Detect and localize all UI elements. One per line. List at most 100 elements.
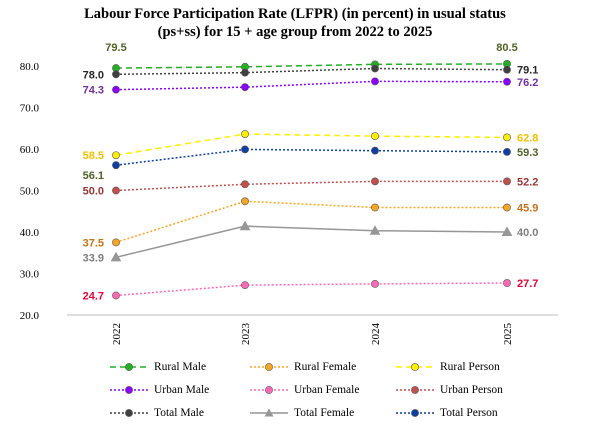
total-male-point xyxy=(112,70,120,79)
x-tick-label: 2022 xyxy=(111,323,123,345)
legend-swatch xyxy=(396,386,434,394)
urban-female-point xyxy=(503,279,511,287)
x-tick-label: 2025 xyxy=(502,323,514,346)
total-person-line xyxy=(115,148,508,166)
legend-item-urban-female: Urban Female xyxy=(248,379,359,401)
y-tick-label: 30.0 xyxy=(20,269,40,281)
total-person-point xyxy=(503,148,511,156)
rural-person-point xyxy=(112,151,120,160)
total-person-data-label: 56.1 xyxy=(83,170,104,182)
rural-female-point xyxy=(371,203,379,212)
rural-person-point xyxy=(241,130,249,138)
urban-male-line xyxy=(115,80,508,91)
y-tick-label: 70.0 xyxy=(20,103,40,115)
urban-person-point xyxy=(112,186,120,195)
legend-swatch xyxy=(396,363,434,371)
urban-male-point xyxy=(503,77,511,86)
rural-female-data-label: 45.9 xyxy=(517,203,538,215)
legend-label: Urban Female xyxy=(294,384,360,396)
total-female-line xyxy=(115,225,508,259)
urban-female-point xyxy=(371,279,379,288)
urban-male-point xyxy=(241,83,249,92)
total-person-point xyxy=(112,161,120,170)
urban-person-point xyxy=(241,180,249,189)
rural-person-point xyxy=(503,133,511,142)
legend-label: Total Person xyxy=(440,407,498,419)
y-tick-label: 40.0 xyxy=(20,227,40,239)
total-person-point xyxy=(241,145,249,154)
rural-person-line xyxy=(115,133,508,156)
rural-person-data-label: 58.5 xyxy=(83,150,104,162)
y-tick-label: 20.0 xyxy=(20,310,40,322)
total-male-line xyxy=(115,67,508,76)
legend-label: Rural Female xyxy=(294,361,357,373)
legend: Rural Male Rural Female Rural Person Urban … xyxy=(108,356,508,426)
total-person-data-label: 59.3 xyxy=(517,147,538,159)
legend-label: Rural Male xyxy=(154,361,207,373)
legend-swatch xyxy=(250,408,288,417)
legend-swatch xyxy=(250,386,288,394)
legend-item-rural-female: Rural Female xyxy=(248,356,356,378)
rural-male-line xyxy=(115,63,508,69)
x-tick-label: 2024 xyxy=(370,323,382,346)
rural-male-data-label: 79.5 xyxy=(105,42,126,54)
urban-person-point xyxy=(371,177,379,186)
legend-label: Urban Person xyxy=(440,384,503,396)
rural-person-point xyxy=(371,132,379,141)
total-female-point xyxy=(110,251,122,262)
total-female-point xyxy=(239,220,251,231)
urban-person-data-label: 52.2 xyxy=(517,176,538,188)
legend-swatch xyxy=(110,386,148,394)
chart-title: Labour Force Participation Rate (LFPR) (… xyxy=(84,6,506,22)
urban-male-data-label: 76.2 xyxy=(517,77,538,89)
total-person-point xyxy=(371,146,379,155)
total-female-data-label: 33.9 xyxy=(83,252,104,264)
plot-area: 20.0 30.0 40.0 50.0 60.0 70.0 80.0 2022 2023 2024… xyxy=(20,42,558,346)
legend-label: Urban Male xyxy=(154,384,210,396)
legend-item-rural-male: Rural Male xyxy=(108,356,206,378)
urban-male-data-label: 74.3 xyxy=(83,85,104,97)
legend-item-urban-person: Urban Person xyxy=(394,379,503,401)
rural-female-data-label: 37.5 xyxy=(83,237,104,249)
urban-male-point xyxy=(371,77,379,86)
urban-person-data-label: 50.0 xyxy=(83,186,104,198)
urban-female-data-label: 27.7 xyxy=(517,278,538,290)
legend-label: Total Male xyxy=(154,407,204,419)
chart-subtitle: (ps+ss) for 15 + age group from 2022 to … xyxy=(157,24,433,40)
urban-male-point xyxy=(112,85,120,94)
urban-female-point xyxy=(112,291,120,300)
urban-female-point xyxy=(241,281,249,290)
legend-item-urban-male: Urban Male xyxy=(108,379,209,401)
total-female-data-label: 40.0 xyxy=(517,227,538,239)
rural-male-data-label: 80.5 xyxy=(496,42,517,54)
legend-item-total-person: Total Person xyxy=(394,402,498,424)
legend-swatch xyxy=(396,409,434,417)
y-tick-label: 80.0 xyxy=(20,61,40,73)
rural-female-point xyxy=(503,203,511,212)
y-tick-label: 50.0 xyxy=(20,186,40,198)
total-male-data-label: 79.1 xyxy=(517,65,538,77)
legend-swatch xyxy=(250,363,288,371)
total-female-point xyxy=(369,225,381,235)
total-male-data-label: 78.0 xyxy=(83,69,104,81)
total-female-point xyxy=(501,226,513,236)
total-male-point xyxy=(241,68,249,77)
urban-person-line xyxy=(115,180,507,192)
rural-person-data-label: 62.8 xyxy=(517,132,538,144)
urban-person-point xyxy=(503,177,511,186)
legend-item-total-female: Total Female xyxy=(248,402,354,424)
legend-item-rural-person: Rural Person xyxy=(394,356,500,378)
rural-female-point xyxy=(112,238,120,247)
rural-female-line xyxy=(115,200,507,244)
legend-label: Total Female xyxy=(294,407,355,419)
x-tick-label: 2023 xyxy=(240,323,252,346)
legend-swatch xyxy=(110,409,148,417)
urban-female-line xyxy=(115,282,508,297)
y-tick-label: 60.0 xyxy=(20,144,40,156)
total-male-point xyxy=(503,65,511,74)
legend-item-total-male: Total Male xyxy=(108,402,204,424)
urban-female-data-label: 24.7 xyxy=(83,290,104,302)
legend-swatch xyxy=(110,363,148,371)
legend-label: Rural Person xyxy=(440,361,500,373)
